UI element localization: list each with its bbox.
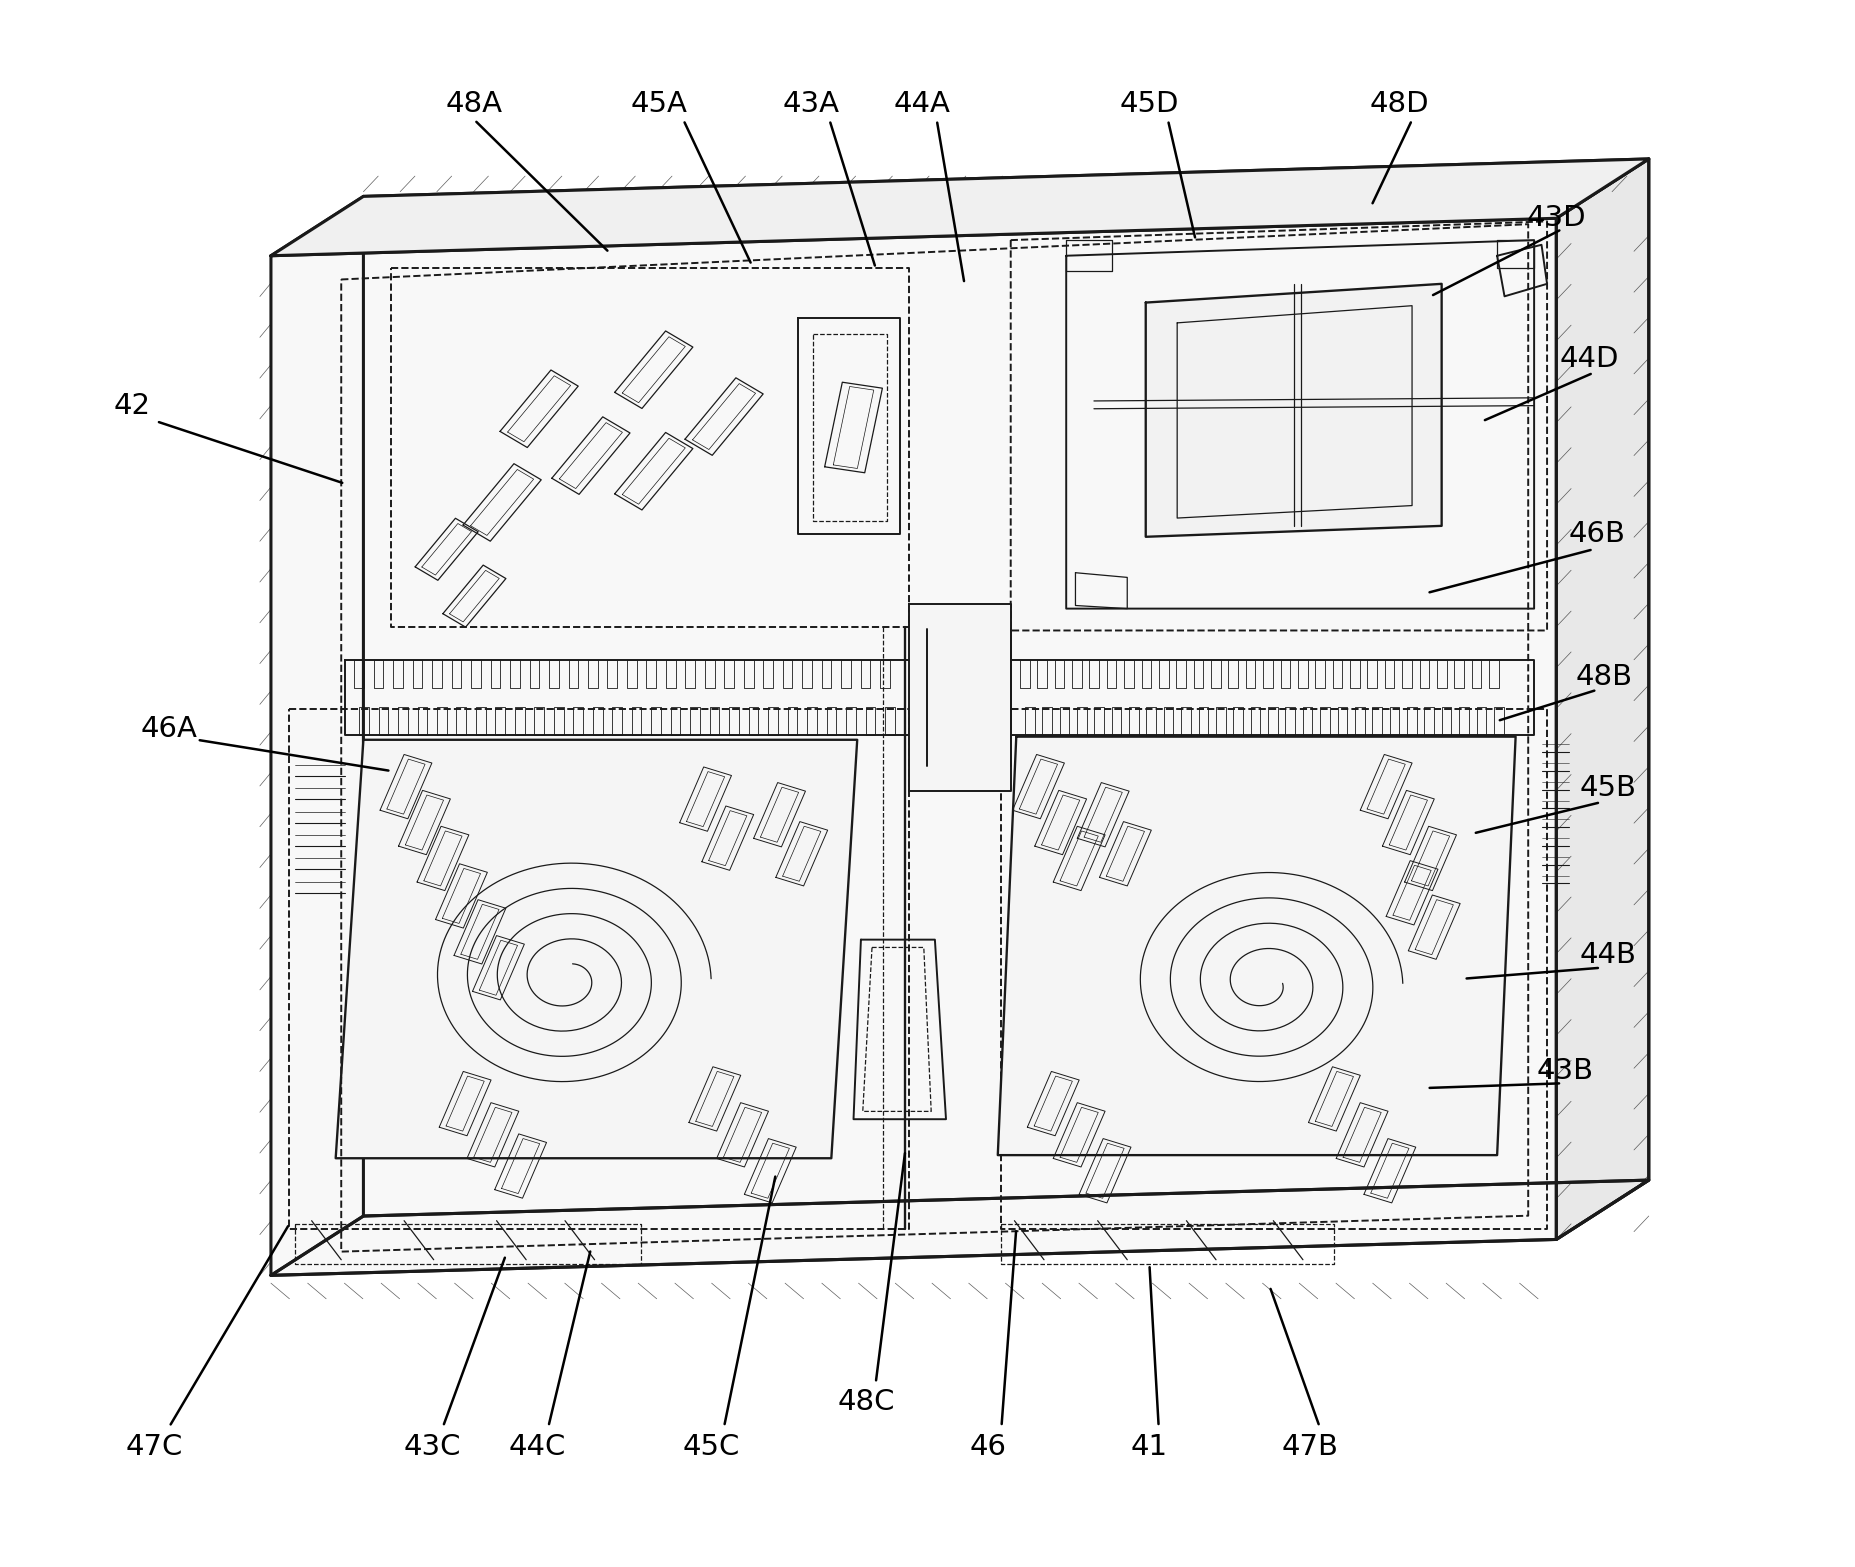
Polygon shape [909,603,1011,791]
Text: 46: 46 [970,1434,1007,1460]
Text: 48A: 48A [445,91,503,118]
Text: 43A: 43A [783,91,840,118]
Text: 44D: 44D [1560,345,1619,373]
Text: 45C: 45C [683,1434,740,1460]
Text: 42: 42 [113,392,150,420]
Text: 44A: 44A [894,91,950,118]
Text: 45B: 45B [1580,774,1636,802]
Text: 45A: 45A [631,91,688,118]
Text: 46B: 46B [1569,520,1625,548]
Text: 48C: 48C [838,1388,896,1417]
Polygon shape [364,158,1649,1216]
Polygon shape [271,1180,1649,1276]
Polygon shape [271,218,1556,1276]
Text: 43B: 43B [1538,1056,1593,1084]
Polygon shape [336,740,857,1158]
Text: 47C: 47C [126,1434,184,1460]
Polygon shape [1556,158,1649,1239]
Polygon shape [271,158,1649,255]
Text: 47B: 47B [1282,1434,1339,1460]
Polygon shape [998,736,1516,1155]
Polygon shape [1146,284,1441,537]
Text: 43D: 43D [1527,204,1586,232]
Text: 45D: 45D [1120,91,1180,118]
Text: 44C: 44C [508,1434,566,1460]
Text: 48B: 48B [1577,663,1632,691]
Text: 48D: 48D [1369,91,1428,118]
Text: 46A: 46A [141,715,198,743]
Text: 41: 41 [1132,1434,1169,1460]
Text: 44B: 44B [1580,942,1636,970]
Text: 43C: 43C [403,1434,460,1460]
